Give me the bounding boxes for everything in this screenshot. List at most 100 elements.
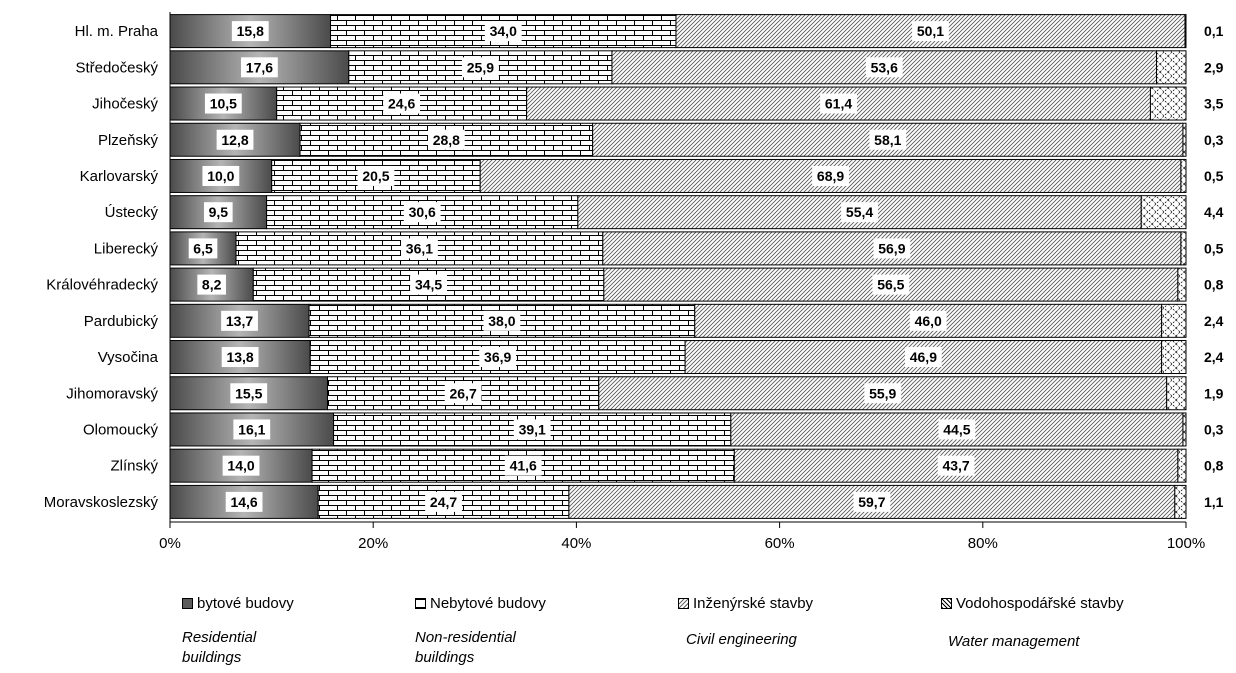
bar-water-management bbox=[1184, 14, 1187, 49]
category-label: Liberecký bbox=[94, 240, 159, 257]
legend-label-residential: bytové budovy bbox=[197, 595, 294, 612]
value-label-bg bbox=[865, 57, 903, 78]
value-label-non-residential: 36,1 bbox=[406, 240, 433, 256]
value-label-water-management: 0,8 bbox=[1204, 277, 1224, 293]
value-label-civil-engineering: 61,4 bbox=[825, 96, 852, 112]
category-label: Středočeský bbox=[75, 59, 158, 76]
value-label-bg bbox=[401, 238, 438, 259]
value-label-residential: 15,8 bbox=[237, 23, 264, 39]
value-label-bg bbox=[904, 347, 942, 368]
value-label-civil-engineering: 56,9 bbox=[878, 240, 905, 256]
bar-water-management bbox=[1174, 484, 1187, 519]
value-label-non-residential: 20,5 bbox=[362, 168, 389, 184]
value-label-bg bbox=[853, 491, 891, 512]
value-label-water-management: 1,9 bbox=[1204, 385, 1224, 401]
value-label-non-residential: 34,5 bbox=[415, 277, 442, 293]
bar-water-management bbox=[1166, 376, 1187, 411]
x-tick-label: 20% bbox=[358, 535, 388, 552]
category-label: Jihomoravský bbox=[66, 385, 158, 402]
value-label-civil-engineering: 53,6 bbox=[871, 59, 898, 75]
value-label-bg bbox=[425, 491, 462, 512]
legend-sublabel-residential: Residential buildings bbox=[182, 628, 256, 668]
value-label-residential: 13,8 bbox=[226, 349, 253, 365]
x-tick-label: 0% bbox=[159, 535, 181, 552]
value-label-bg bbox=[241, 57, 278, 78]
value-label-water-management: 0,3 bbox=[1204, 421, 1224, 437]
value-label-bg bbox=[233, 419, 271, 440]
value-label-non-residential: 38,0 bbox=[488, 313, 515, 329]
value-label-bg bbox=[484, 21, 522, 42]
value-label-civil-engineering: 43,7 bbox=[942, 458, 969, 474]
value-label-non-residential: 34,0 bbox=[490, 23, 517, 39]
x-tick-label: 100% bbox=[1167, 535, 1205, 552]
value-label-civil-engineering: 58,1 bbox=[874, 132, 901, 148]
value-label-water-management: 0,5 bbox=[1204, 240, 1224, 256]
value-label-bg bbox=[461, 57, 499, 78]
bar-water-management bbox=[1161, 303, 1187, 338]
value-label-bg bbox=[204, 202, 233, 223]
legend-swatch-residential bbox=[182, 598, 193, 609]
legend-label-water-management: Vodohospodářské stavby bbox=[956, 595, 1124, 612]
value-label-bg bbox=[504, 455, 542, 476]
value-label-bg bbox=[938, 419, 976, 440]
value-label-residential: 14,0 bbox=[227, 458, 254, 474]
value-label-bg bbox=[188, 238, 218, 259]
bar-water-management bbox=[1180, 158, 1187, 193]
category-label: Karlovarský bbox=[80, 168, 159, 185]
bar-civil-engineering bbox=[592, 122, 1184, 157]
legend-item-non-residential: Nebytové budovy bbox=[415, 595, 546, 612]
value-label-residential: 6,5 bbox=[193, 240, 213, 256]
value-label-residential: 12,8 bbox=[221, 132, 248, 148]
x-axis: 0% 20% 40% 60% 80% 100% bbox=[159, 12, 1205, 552]
value-label-bg bbox=[873, 238, 911, 259]
legend-label-non-residential: Nebytové budovy bbox=[430, 595, 546, 612]
value-label-bg bbox=[937, 455, 975, 476]
value-label-bg bbox=[812, 165, 849, 186]
value-label-bg bbox=[197, 274, 226, 295]
value-label-bg bbox=[820, 93, 857, 114]
value-label-non-residential: 30,6 bbox=[409, 204, 436, 220]
value-label-civil-engineering: 46,9 bbox=[910, 349, 937, 365]
value-label-residential: 9,5 bbox=[209, 204, 229, 220]
value-label-bg bbox=[222, 455, 260, 476]
bar-water-management bbox=[1180, 231, 1187, 266]
legend: bytové budovy Nebytové budovy Inženýrské… bbox=[0, 592, 1236, 672]
category-label: Hl. m. Praha bbox=[75, 23, 159, 40]
value-label-bg bbox=[225, 491, 263, 512]
legend-sublabel-civil-engineering: Civil engineering bbox=[686, 630, 797, 650]
value-label-residential: 15,5 bbox=[235, 385, 262, 401]
legend-item-residential: bytové budovy bbox=[182, 595, 294, 612]
value-label-civil-engineering: 44,5 bbox=[943, 421, 970, 437]
value-label-residential: 13,7 bbox=[226, 313, 253, 329]
legend-sublabel-water-management-line1: Water management bbox=[948, 633, 1080, 650]
value-label-bg bbox=[444, 383, 482, 404]
value-label-water-management: 1,1 bbox=[1204, 494, 1224, 510]
bar-non-residential bbox=[330, 14, 677, 49]
legend-sublabel-non-residential: Non-residential buildings bbox=[415, 628, 516, 668]
value-label-non-residential: 41,6 bbox=[510, 458, 537, 474]
value-label-bg bbox=[230, 383, 268, 404]
value-label-residential: 17,6 bbox=[246, 59, 273, 75]
value-label-bg bbox=[403, 202, 441, 223]
value-label-bg bbox=[204, 93, 242, 114]
category-label: Královéhradecký bbox=[46, 277, 158, 294]
value-label-water-management: 2,9 bbox=[1204, 59, 1224, 75]
bar-water-management bbox=[1182, 122, 1187, 157]
legend-label-civil-engineering: Inženýrské stavby bbox=[693, 595, 814, 612]
legend-item-water-management: Vodohospodářské stavby bbox=[941, 595, 1124, 612]
value-label-civil-engineering: 46,0 bbox=[915, 313, 942, 329]
category-label: Vysočina bbox=[98, 349, 159, 366]
value-label-civil-engineering: 55,9 bbox=[869, 385, 896, 401]
value-label-bg bbox=[479, 347, 517, 368]
value-label-civil-engineering: 59,7 bbox=[858, 494, 885, 510]
category-label: Ústecký bbox=[105, 204, 159, 221]
bar-water-management bbox=[1156, 50, 1187, 85]
value-label-non-residential: 24,7 bbox=[430, 494, 457, 510]
bar-water-management bbox=[1182, 412, 1187, 447]
value-label-bg bbox=[410, 274, 447, 295]
value-label-bg bbox=[864, 383, 902, 404]
bar-water-management bbox=[1140, 195, 1187, 230]
x-tick-label: 80% bbox=[968, 535, 998, 552]
value-label-bg bbox=[221, 347, 259, 368]
value-label-residential: 8,2 bbox=[202, 277, 222, 293]
